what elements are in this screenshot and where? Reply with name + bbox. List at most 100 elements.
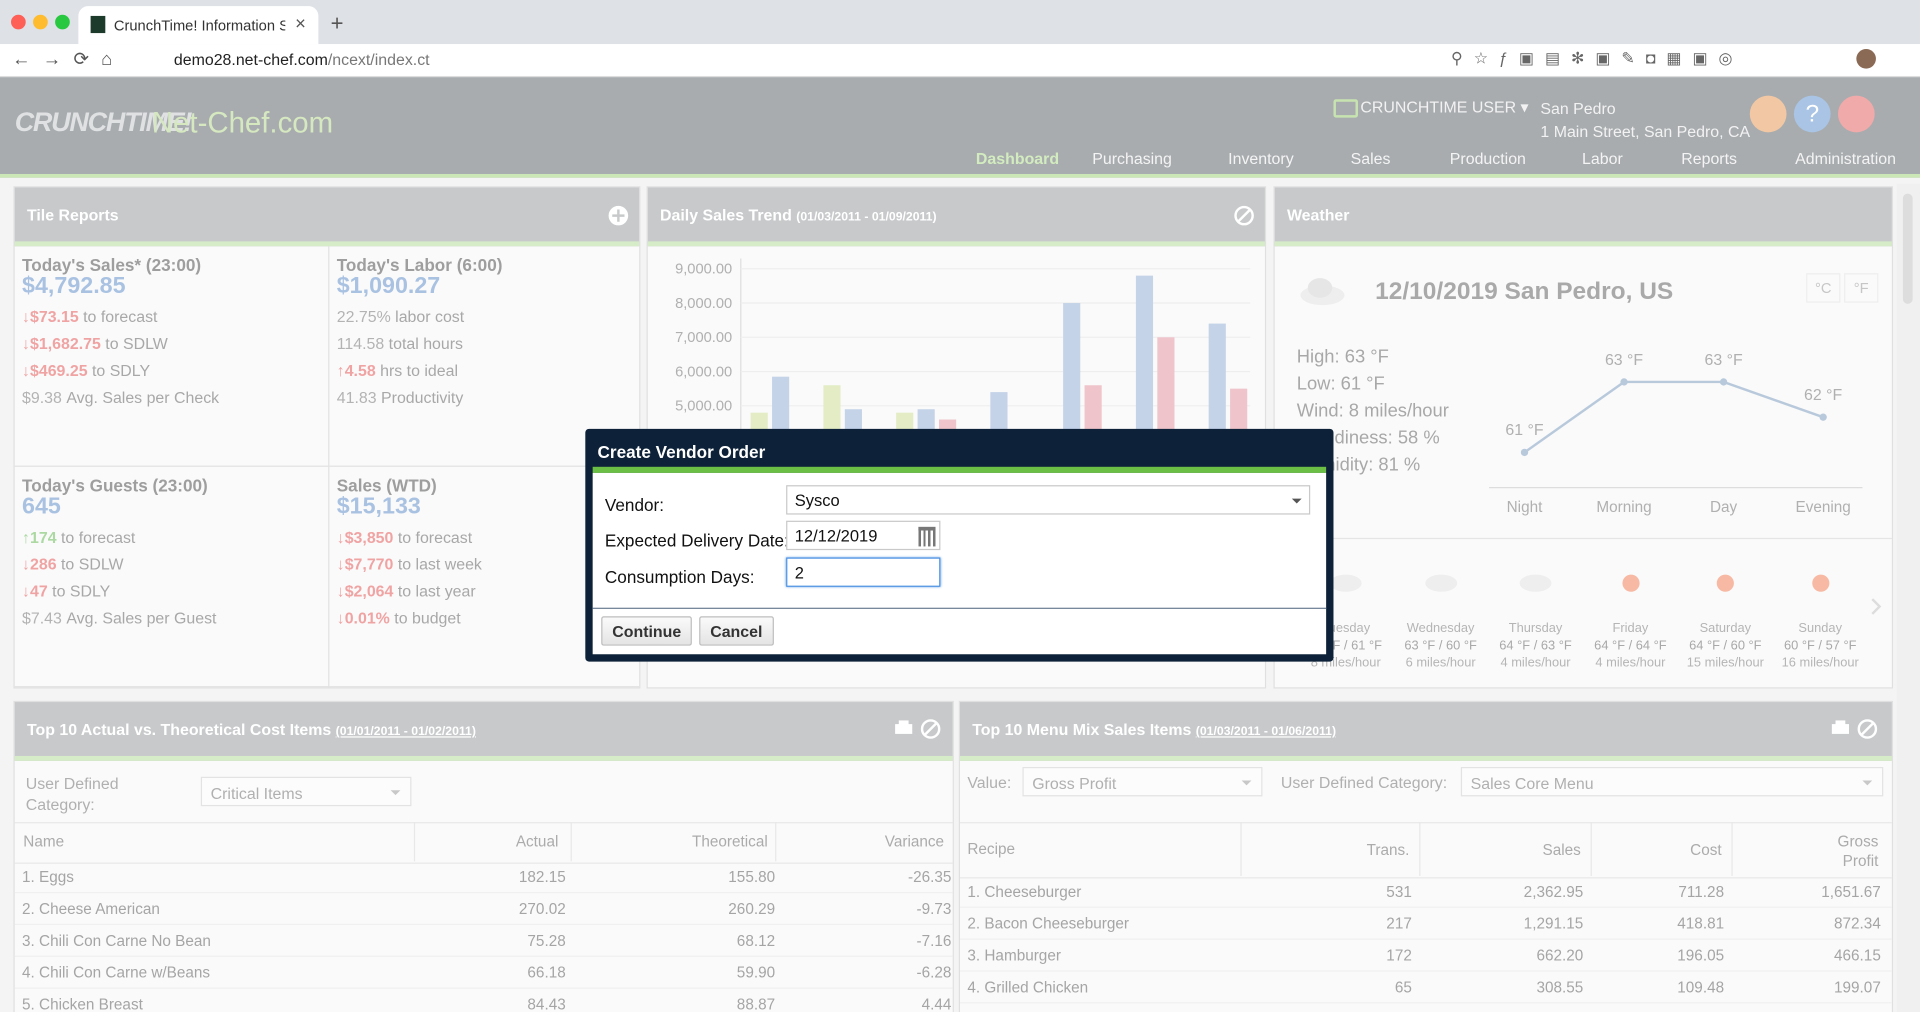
filter-label: User Defined Category: xyxy=(25,774,119,814)
row-line xyxy=(14,987,953,989)
nav-item[interactable]: Production xyxy=(1449,149,1526,168)
forecast-temps: 64 °F / 63 °F xyxy=(1499,638,1572,654)
tab-close[interactable]: × xyxy=(295,13,306,35)
value-label: 63 °F xyxy=(1705,352,1743,369)
tile-line: ↓0.01% to budget xyxy=(337,609,461,627)
panel-icons[interactable] xyxy=(1831,718,1880,746)
cell: 4. Chili Con Carne w/Beans xyxy=(22,964,211,982)
weather-panel: Weather 12/10/2019 San Pedro, US 61 °F Ni… xyxy=(1273,186,1894,689)
weather-stat: Low: 61 °F xyxy=(1296,373,1385,395)
forecast-temps: 64 °F / 60 °F xyxy=(1689,638,1762,654)
temperature-line xyxy=(1523,380,1824,454)
panel-title: Top 10 Actual vs. Theoretical Cost Items… xyxy=(27,720,476,738)
cell: 3. Chili Con Carne No Bean xyxy=(22,932,211,950)
calendar-icon[interactable] xyxy=(918,526,936,547)
y-tick-label: 7,000.00 xyxy=(675,330,732,346)
separator xyxy=(592,607,1327,609)
x-tick-label: Night xyxy=(1507,499,1543,516)
active-tab[interactable]: CrunchTime! Information Syste × xyxy=(78,6,319,45)
tile-line: ↓$73.15 to forecast xyxy=(22,308,157,326)
modal: Create Vendor Order Vendor: Sysco Expected… xyxy=(585,428,1334,662)
cell: 68.12 xyxy=(736,932,776,950)
filter-select[interactable]: Critical Items xyxy=(200,776,412,807)
tile-line: ↓47 to SDLY xyxy=(22,582,110,600)
cell: 75.28 xyxy=(527,932,566,950)
cell: 711.28 xyxy=(1678,883,1725,901)
nav-item[interactable]: Administration xyxy=(1795,149,1896,168)
row-line xyxy=(14,891,953,894)
logout-button[interactable] xyxy=(1837,95,1875,133)
line-text: to last year xyxy=(397,581,476,601)
nav-item[interactable]: Reports xyxy=(1681,149,1737,168)
button[interactable]: Continue xyxy=(601,616,693,646)
cell: 270.02 xyxy=(518,900,566,918)
extensions: ⚲☆ƒ▣▤✻▣✎◘▦▣◎ xyxy=(1451,49,1744,68)
line-text: to SDLW xyxy=(105,334,168,353)
field-input[interactable]: Sysco xyxy=(786,485,1311,515)
category-select[interactable]: Sales Core Menu xyxy=(1460,766,1884,797)
scroll-thumb[interactable] xyxy=(1902,193,1913,304)
line-text: Avg. Sales per Check xyxy=(66,388,220,407)
forecast-temps: 64 °F / 64 °F xyxy=(1594,638,1667,654)
unit-toggle[interactable]: °C xyxy=(1806,273,1841,303)
line-value: 114.58 xyxy=(336,334,385,353)
modal-body: Vendor: Sysco Expected Delivery Date: 12/12… xyxy=(592,472,1327,655)
scrollbar[interactable] xyxy=(1896,183,1920,1012)
unit-toggle[interactable]: °F xyxy=(1844,273,1879,303)
cost-panel: Top 10 Actual vs. Theoretical Cost Items… xyxy=(13,700,954,1012)
value-select[interactable]: Gross Profit xyxy=(1022,766,1263,797)
tab-title: CrunchTime! Information Syste xyxy=(113,17,285,35)
logo-site: Net-Chef.com xyxy=(151,106,334,140)
forecast-icon xyxy=(1423,567,1457,594)
new-tab[interactable]: + xyxy=(330,11,344,36)
column-header: Actual xyxy=(515,833,559,851)
range: (01/01/2011 - 01/02/2011) xyxy=(335,725,476,739)
nav-item[interactable]: Inventory xyxy=(1228,149,1294,168)
line-text: to forecast xyxy=(61,528,136,547)
tile-line: 22.75% labor cost xyxy=(337,308,464,326)
url-path: /ncext/index.ct xyxy=(327,50,430,69)
logo: CRUNCHTIME! xyxy=(14,106,193,138)
nav-item[interactable]: Dashboard xyxy=(975,149,1060,168)
button[interactable]: Cancel xyxy=(699,616,774,646)
column-header: Theoretical xyxy=(692,833,768,851)
cell: 1,291.15 xyxy=(1523,915,1584,933)
nav-item[interactable]: Labor xyxy=(1582,149,1623,168)
tile-line: ↑4.58 hrs to ideal xyxy=(337,361,458,379)
nav-item[interactable]: Purchasing xyxy=(1092,149,1172,168)
tile-line: ↑174 to forecast xyxy=(22,528,135,546)
field-label: Consumption Days: xyxy=(604,567,755,587)
help-button[interactable]: ? xyxy=(1793,95,1831,133)
tile-line: ↓286 to SDLW xyxy=(22,555,123,573)
panel-icons[interactable] xyxy=(894,718,943,746)
tile-title: Sales (WTD) xyxy=(336,475,437,495)
panel-title: Daily Sales Trend (01/03/2011 - 01/09/20… xyxy=(660,206,937,224)
panel-header: Weather xyxy=(1274,187,1892,247)
row-line xyxy=(960,1002,1892,1004)
user-menu[interactable]: CRUNCHTIME USER ▾ xyxy=(1360,98,1529,117)
message-icon[interactable] xyxy=(1333,99,1358,118)
user: CRUNCHTIME USER xyxy=(1360,98,1517,117)
column-header: Name xyxy=(23,833,65,851)
field-input[interactable]: 2 xyxy=(786,557,941,587)
apps-button[interactable] xyxy=(1749,95,1787,133)
panel-header: Top 10 Menu Mix Sales Items (01/03/2011 … xyxy=(960,702,1892,761)
field-input[interactable]: 12/12/2019 xyxy=(786,520,941,551)
forecast-next[interactable] xyxy=(1870,597,1882,623)
dropdown-arrow[interactable] xyxy=(1291,498,1302,509)
add-icon[interactable] xyxy=(607,205,629,227)
column-header: Trans. xyxy=(1366,841,1410,859)
profile[interactable] xyxy=(1856,49,1876,69)
category-label: User Defined Category: xyxy=(1280,773,1448,792)
modal-title: Create Vendor Order xyxy=(597,442,766,462)
range: (01/03/2011 - 01/09/2011) xyxy=(796,210,937,225)
nav-buttons[interactable]: ←→⟳⌂ xyxy=(12,49,125,70)
url[interactable]: demo28.net-chef.com/ncext/index.ct xyxy=(174,50,430,68)
forecast-day: Wednesday xyxy=(1406,621,1475,636)
tile-line: ↓$1,682.75 to SDLW xyxy=(22,334,168,352)
close-icon[interactable] xyxy=(1233,205,1255,227)
tile-amount: $15,133 xyxy=(336,493,421,520)
field-label: Vendor: xyxy=(604,494,665,515)
nav-item[interactable]: Sales xyxy=(1350,149,1391,168)
cell: -26.35 xyxy=(908,868,952,886)
